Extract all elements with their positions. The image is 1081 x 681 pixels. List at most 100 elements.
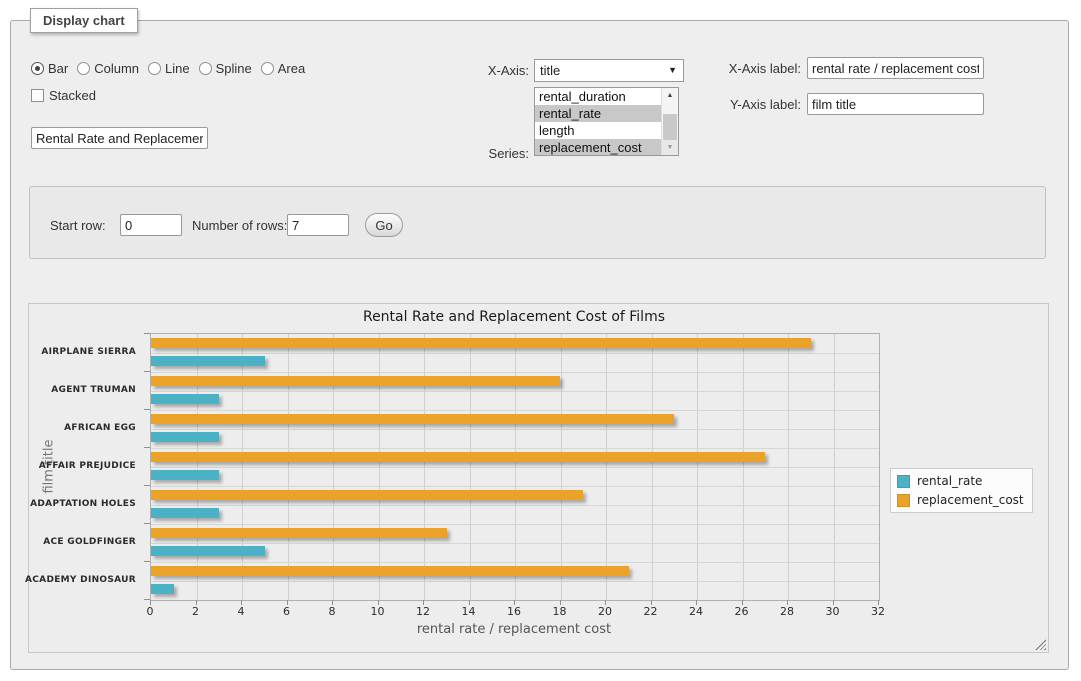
bar-rental_rate [151, 470, 219, 480]
legend-swatch [897, 475, 910, 488]
x-axis-label-field-label: X-Axis label: [701, 61, 801, 76]
num-rows-input[interactable] [287, 214, 349, 236]
gridline-horizontal [151, 524, 879, 525]
series-option-length[interactable]: length [535, 122, 661, 139]
chart-type-option-spline[interactable]: Spline [199, 61, 252, 76]
radio-icon[interactable] [77, 62, 90, 75]
num-rows-label: Number of rows: [192, 218, 287, 233]
bar-rental_rate [151, 356, 265, 366]
legend-label: replacement_cost [917, 493, 1024, 507]
chart-legend: rental_ratereplacement_cost [890, 468, 1033, 513]
bar-rental_rate [151, 508, 219, 518]
bar-rental_rate [151, 432, 219, 442]
chart-type-option-bar[interactable]: Bar [31, 61, 68, 76]
y-axis-label-input[interactable] [807, 93, 984, 115]
gridline-horizontal [151, 467, 879, 468]
x-axis-select[interactable]: title ▼ [534, 59, 684, 82]
x-tick-label: 4 [226, 605, 256, 618]
chart-x-axis-title: rental rate / replacement cost [150, 622, 878, 637]
x-tick-label: 6 [272, 605, 302, 618]
resize-grip-icon[interactable] [1035, 639, 1046, 650]
series-options: rental_durationrental_ratelengthreplacem… [535, 88, 661, 155]
chart-title-input[interactable] [31, 127, 208, 149]
chart-type-option-label: Area [278, 61, 305, 76]
bar-replacement_cost [151, 566, 629, 576]
category-label: ACE GOLDFINGER [29, 523, 143, 561]
y-axis-tick [144, 371, 150, 372]
series-option-rental_duration[interactable]: rental_duration [535, 88, 661, 105]
chart-type-option-label: Line [165, 61, 190, 76]
x-tick-label: 12 [408, 605, 438, 618]
y-axis-tick [144, 561, 150, 562]
y-axis-tick [144, 523, 150, 524]
radio-icon[interactable] [148, 62, 161, 75]
series-option-rental_rate[interactable]: rental_rate [535, 105, 661, 122]
stacked-checkbox[interactable] [31, 89, 44, 102]
gridline-horizontal [151, 486, 879, 487]
gridline-horizontal [151, 372, 879, 373]
start-row-input[interactable] [120, 214, 182, 236]
bar-replacement_cost [151, 376, 560, 386]
category-label: AGENT TRUMAN [29, 371, 143, 409]
chart-title: Rental Rate and Replacement Cost of Film… [150, 309, 878, 325]
category-label: ACADEMY DINOSAUR [29, 561, 143, 599]
x-axis-field-label: X-Axis: [441, 63, 529, 78]
y-axis-label-field-label: Y-Axis label: [701, 97, 801, 112]
x-tick-label: 18 [545, 605, 575, 618]
x-tick-label: 14 [454, 605, 484, 618]
x-tick-label: 32 [863, 605, 893, 618]
bar-rental_rate [151, 584, 174, 594]
category-label: AIRPLANE SIERRA [29, 333, 143, 371]
series-scrollbar[interactable]: ▲ ▼ [661, 88, 678, 155]
chevron-down-icon: ▼ [668, 65, 677, 75]
go-button[interactable]: Go [365, 213, 403, 237]
rows-form: Start row: Number of rows: Go [29, 186, 1046, 259]
gridline-horizontal [151, 543, 879, 544]
gridline-horizontal [151, 410, 879, 411]
gridline-horizontal [151, 505, 879, 506]
bar-rental_rate [151, 394, 219, 404]
gridline-horizontal [151, 562, 879, 563]
chart-type-option-area[interactable]: Area [261, 61, 305, 76]
x-tick-label: 26 [727, 605, 757, 618]
radio-icon[interactable] [31, 62, 44, 75]
x-tick-label: 24 [681, 605, 711, 618]
x-tick-label: 0 [135, 605, 165, 618]
x-tick-label: 30 [818, 605, 848, 618]
category-label: AFRICAN EGG [29, 409, 143, 447]
series-listbox[interactable]: rental_durationrental_ratelengthreplacem… [534, 87, 679, 156]
start-row-label: Start row: [50, 218, 106, 233]
chart-type-option-column[interactable]: Column [77, 61, 139, 76]
chart-type-option-label: Spline [216, 61, 252, 76]
scrollbar-thumb[interactable] [663, 114, 677, 140]
series-option-replacement_cost[interactable]: replacement_cost [535, 139, 661, 156]
gridline-horizontal [151, 391, 879, 392]
stacked-label: Stacked [49, 88, 96, 103]
chart-type-option-label: Column [94, 61, 139, 76]
chart-type-option-label: Bar [48, 61, 68, 76]
chart-type-option-line[interactable]: Line [148, 61, 190, 76]
y-axis-tick [144, 333, 150, 334]
radio-icon[interactable] [261, 62, 274, 75]
bar-replacement_cost [151, 528, 447, 538]
y-axis-tick [144, 409, 150, 410]
bar-replacement_cost [151, 338, 811, 348]
scroll-up-icon[interactable]: ▲ [662, 88, 678, 103]
category-label: ADAPTATION HOLES [29, 485, 143, 523]
category-label: AFFAIR PREJUDICE [29, 447, 143, 485]
bar-replacement_cost [151, 452, 765, 462]
radio-icon[interactable] [199, 62, 212, 75]
page: Display chart BarColumnLineSplineArea St… [0, 0, 1081, 681]
x-axis-selected-value: title [540, 63, 560, 78]
stacked-row: Stacked [31, 88, 96, 103]
chart-container: Rental Rate and Replacement Cost of Film… [28, 303, 1049, 653]
x-tick-label: 22 [636, 605, 666, 618]
scroll-down-icon[interactable]: ▼ [662, 140, 678, 155]
bar-rental_rate [151, 546, 265, 556]
display-chart-panel: Display chart BarColumnLineSplineArea St… [10, 20, 1069, 670]
x-tick-label: 20 [590, 605, 620, 618]
bar-replacement_cost [151, 414, 674, 424]
y-axis-tick [144, 447, 150, 448]
series-field-label: Series: [441, 146, 529, 161]
x-axis-label-input[interactable] [807, 57, 984, 79]
